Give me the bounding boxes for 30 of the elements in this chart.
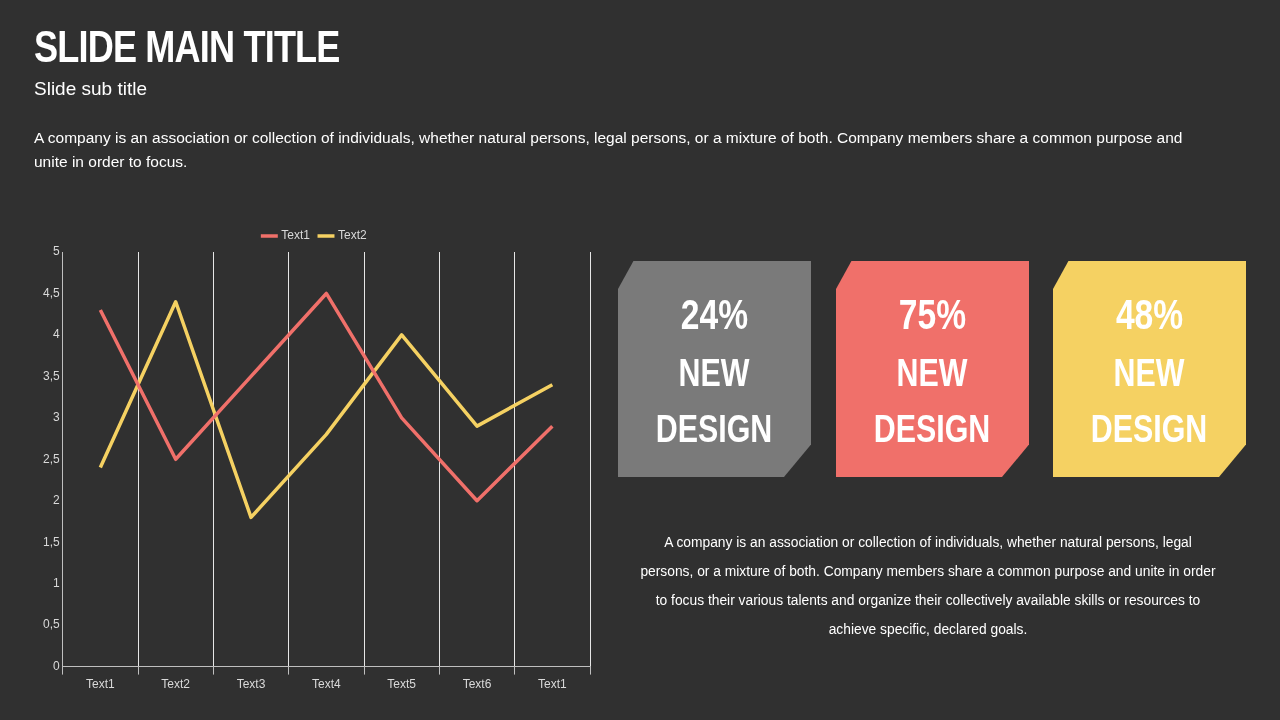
- chart-subtitle: Slide sub title: [34, 78, 148, 100]
- category-label: NEW DESIGN: [872, 351, 992, 452]
- x-tick-label: Text4: [312, 677, 341, 692]
- category-label: NEW DESIGN: [1089, 351, 1209, 452]
- x-tick-label: Text5: [387, 677, 417, 692]
- y-tick-label: 1: [52, 575, 60, 590]
- legend-label: Text2: [338, 228, 368, 243]
- text: A company is an association or collection of individuals, whether natural persons, legal persons, or a mixture of both. Company members share a common purpose and unite in order to focus.: [34, 128, 1184, 172]
- y-tick-label: 0: [52, 658, 60, 673]
- y-tick-label: 4,5: [42, 285, 60, 300]
- x-tick-label: Text3: [236, 677, 266, 692]
- y-tick-label: 1,5: [42, 534, 60, 549]
- text: 24%: [680, 291, 749, 338]
- legend-label: Text1: [281, 228, 311, 243]
- x-tick-label: Text2: [161, 677, 191, 692]
- y-tick-label: 3,5: [42, 368, 60, 383]
- y-tick-label: 3: [52, 410, 60, 425]
- x-tick-label: Text1: [537, 677, 567, 692]
- y-tick-label: 0,5: [42, 617, 60, 632]
- y-tick-label: 2,5: [42, 451, 60, 466]
- y-tick-label: 2: [52, 493, 60, 508]
- text: 48%: [1115, 291, 1184, 338]
- x-tick-label: Text1: [86, 677, 116, 692]
- text: 75%: [898, 291, 967, 338]
- category-label: NEW DESIGN: [654, 351, 774, 452]
- x-tick-label: Text6: [462, 677, 492, 692]
- text: A company is an association or collection of individuals, whether natural persons, legal persons, or a mixture of both. Company members share a common purpose and unite in order to focus their various talents and organize their collectively available skills or resources to achieve specific, declared goals.: [639, 534, 1217, 639]
- y-tick-label: 4: [52, 327, 60, 342]
- y-tick-label: 5: [52, 244, 60, 259]
- chart-title: SLIDE MAIN TITLE: [34, 22, 340, 72]
